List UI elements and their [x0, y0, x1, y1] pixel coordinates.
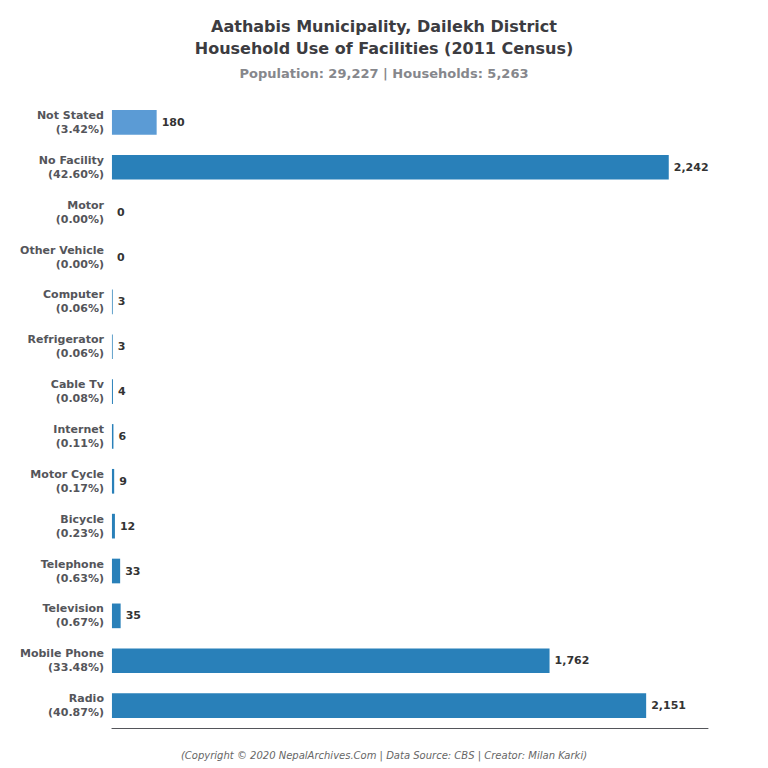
svg-text:Bicycle: Bicycle — [60, 513, 104, 526]
svg-text:Mobile Phone: Mobile Phone — [20, 647, 104, 660]
svg-text:3: 3 — [118, 295, 126, 308]
svg-text:(Copyright © 2020 NepalArchive: (Copyright © 2020 NepalArchives.Com | Da… — [181, 750, 587, 762]
svg-text:6: 6 — [118, 430, 126, 443]
svg-text:(0.23%): (0.23%) — [56, 527, 104, 540]
svg-text:Other Vehicle: Other Vehicle — [20, 244, 104, 257]
svg-text:(0.08%): (0.08%) — [56, 392, 104, 405]
svg-text:(0.06%): (0.06%) — [56, 347, 104, 360]
svg-text:4: 4 — [118, 385, 126, 398]
svg-text:33: 33 — [125, 565, 140, 578]
svg-text:0: 0 — [117, 206, 125, 219]
svg-text:(0.00%): (0.00%) — [56, 258, 104, 271]
svg-text:No Facility: No Facility — [39, 154, 104, 167]
svg-text:Population: 29,227 | Household: Population: 29,227 | Households: 5,263 — [240, 66, 529, 81]
svg-text:(40.87%): (40.87%) — [48, 706, 104, 719]
svg-text:12: 12 — [120, 520, 135, 533]
svg-text:(33.48%): (33.48%) — [48, 661, 104, 674]
svg-text:3: 3 — [118, 340, 126, 353]
svg-text:(0.06%): (0.06%) — [56, 302, 104, 315]
svg-text:(42.60%): (42.60%) — [48, 168, 104, 181]
svg-text:(3.42%): (3.42%) — [56, 123, 104, 136]
svg-text:0: 0 — [117, 251, 125, 264]
svg-text:Motor Cycle: Motor Cycle — [30, 468, 104, 481]
svg-text:Aathabis Municipality, Dailekh: Aathabis Municipality, Dailekh District — [211, 17, 557, 36]
svg-text:(0.00%): (0.00%) — [56, 213, 104, 226]
svg-text:Motor: Motor — [67, 199, 104, 212]
svg-text:Cable Tv: Cable Tv — [51, 378, 105, 391]
svg-text:35: 35 — [126, 609, 141, 622]
svg-text:Computer: Computer — [43, 288, 105, 301]
svg-text:Telephone: Telephone — [41, 558, 104, 571]
svg-text:Household Use of Facilities (2: Household Use of Facilities (2011 Census… — [195, 39, 573, 58]
svg-text:Internet: Internet — [53, 423, 104, 436]
svg-text:1,762: 1,762 — [555, 654, 590, 667]
svg-text:2,242: 2,242 — [674, 161, 709, 174]
svg-text:Refrigerator: Refrigerator — [28, 333, 105, 346]
svg-text:(0.17%): (0.17%) — [56, 482, 104, 495]
svg-text:180: 180 — [162, 116, 185, 129]
svg-text:Television: Television — [43, 602, 104, 615]
svg-text:(0.67%): (0.67%) — [56, 616, 104, 629]
svg-text:(0.63%): (0.63%) — [56, 572, 104, 585]
svg-text:Not Stated: Not Stated — [37, 109, 104, 122]
svg-text:(0.11%): (0.11%) — [56, 437, 104, 450]
svg-text:Radio: Radio — [69, 692, 105, 705]
svg-text:9: 9 — [119, 475, 127, 488]
svg-text:2,151: 2,151 — [651, 699, 686, 712]
